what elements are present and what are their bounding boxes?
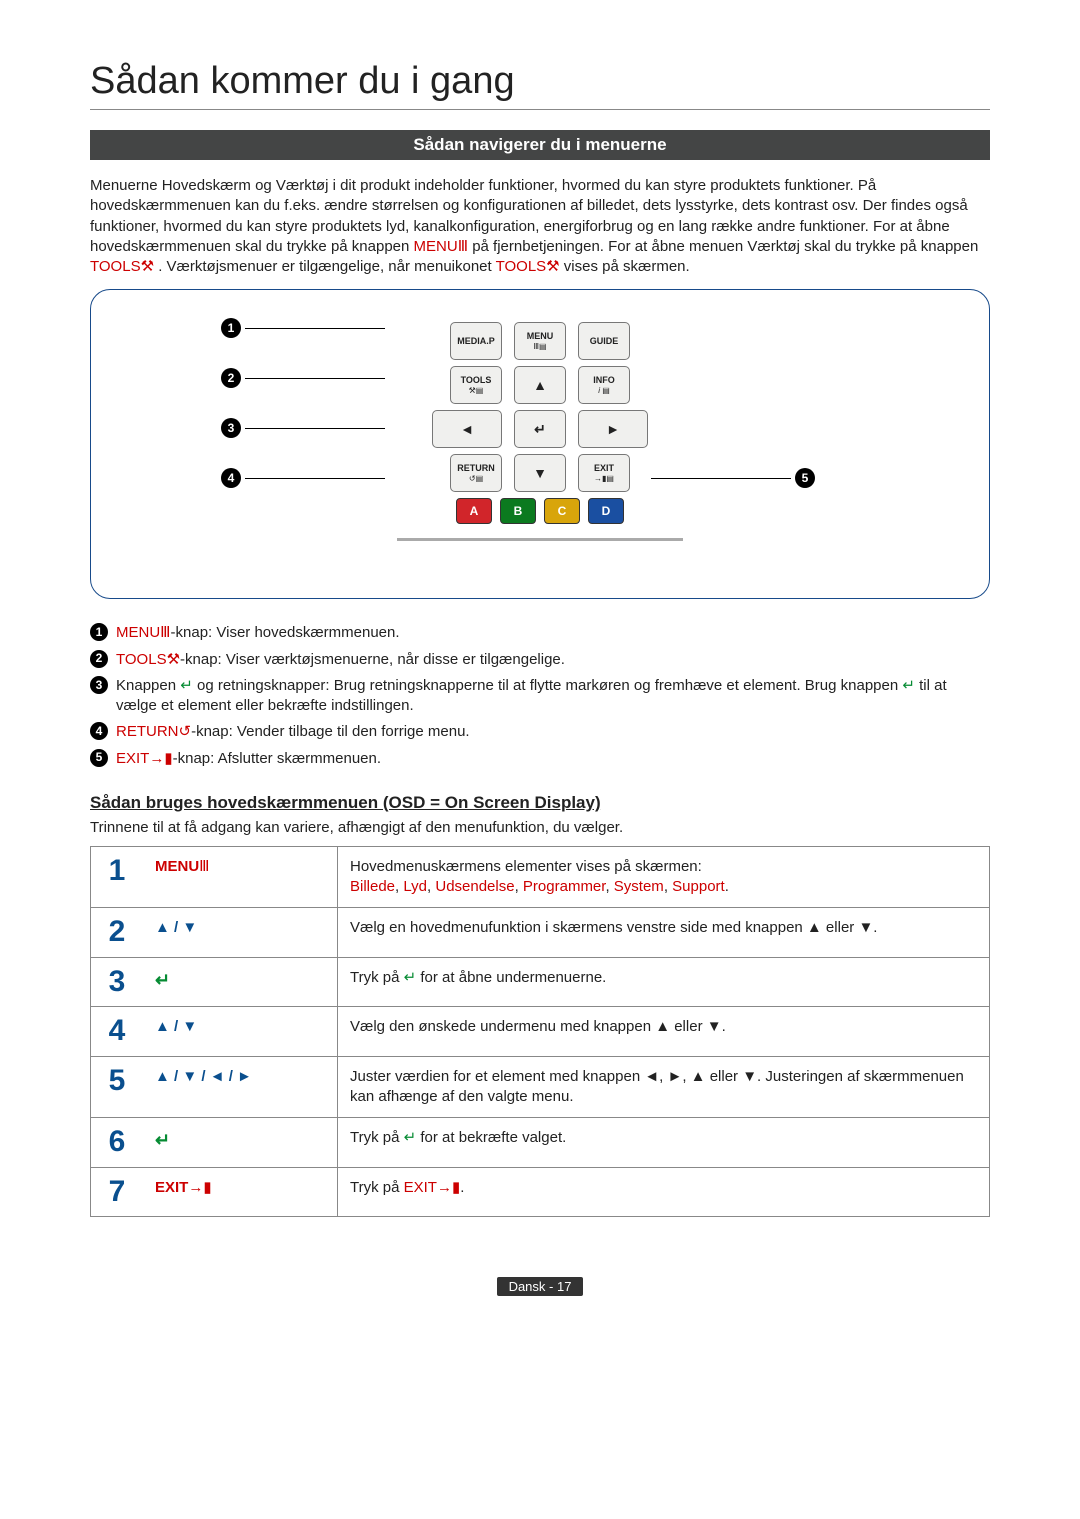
step-description: Tryk på ↵ for at bekræfte valget. (338, 1118, 990, 1168)
callout-1: 1 (221, 318, 385, 338)
subsection-note: Trinnene til at få adgang kan variere, a… (90, 819, 990, 836)
step-description: Tryk på EXIT→▮. (338, 1167, 990, 1217)
step-row: 2▲ / ▼Vælg en hovedmenufunktion i skærme… (91, 908, 990, 958)
legend-item-4: 4 RETURN↺-knap: Vender tilbage til den f… (90, 722, 990, 742)
exit-button: EXIT→▮▤ (578, 454, 630, 492)
page-number-badge: Dansk - 17 (497, 1277, 584, 1296)
step-number: 1 (91, 846, 144, 908)
page-title: Sådan kommer du i gang (90, 60, 990, 110)
step-key: ↵ (143, 957, 338, 1007)
legend-item-5: 5 EXIT→▮-knap: Afslutter skærmmenuen. (90, 749, 990, 769)
step-row: 1MENUⅢHovedmenuskærmens elementer vises … (91, 846, 990, 908)
step-number: 2 (91, 908, 144, 958)
section-heading: Sådan navigerer du i menuerne (90, 130, 990, 160)
step-description: Hovedmenuskærmens elementer vises på skæ… (338, 846, 990, 908)
guide-button: GUIDE (578, 322, 630, 360)
step-row: 7EXIT→▮Tryk på EXIT→▮. (91, 1167, 990, 1217)
step-key: ▲ / ▼ / ◄ / ► (143, 1056, 338, 1118)
step-description: Tryk på ↵ for at åbne undermenuerne. (338, 957, 990, 1007)
steps-table: 1MENUⅢHovedmenuskærmens elementer vises … (90, 846, 990, 1218)
step-number: 4 (91, 1007, 144, 1057)
step-key: ▲ / ▼ (143, 1007, 338, 1057)
tools-keyword: TOOLS⚒ (496, 258, 560, 275)
page-footer: Dansk - 17 (90, 1277, 990, 1296)
step-key: EXIT→▮ (143, 1167, 338, 1217)
tools-button: TOOLS⚒▤ (450, 366, 502, 404)
step-number: 3 (91, 957, 144, 1007)
callout-4: 4 (221, 468, 385, 488)
step-number: 7 (91, 1167, 144, 1217)
intro-paragraph: Menuerne Hovedskærm og Værktøj i dit pro… (90, 176, 990, 277)
color-c-button: C (544, 498, 580, 524)
intro-text: på fjernbetjeningen. For at åbne menuen … (472, 238, 978, 255)
legend-item-3: 3 Knappen ↵ og retningsknapper: Brug ret… (90, 676, 990, 717)
enter-button: ↵ (514, 410, 566, 448)
intro-text: . Værktøjsmenuer er tilgængelige, når me… (158, 258, 495, 275)
menu-button: MENUⅢ▤ (514, 322, 566, 360)
step-row: 5▲ / ▼ / ◄ / ►Juster værdien for et elem… (91, 1056, 990, 1118)
menu-keyword: MENUⅢ (414, 238, 469, 255)
callout-3: 3 (221, 418, 385, 438)
step-row: 6↵Tryk på ↵ for at bekræfte valget. (91, 1118, 990, 1168)
step-number: 5 (91, 1056, 144, 1118)
callout-2: 2 (221, 368, 385, 388)
step-description: Juster værdien for et element med knappe… (338, 1056, 990, 1118)
step-key: ▲ / ▼ (143, 908, 338, 958)
subsection-heading: Sådan bruges hovedskærmmenuen (OSD = On … (90, 793, 990, 813)
remote-diagram: 1 2 3 4 5 MEDIA.P MENUⅢ▤ GUIDE TOOLS⚒▤ ▲… (90, 289, 990, 599)
step-description: Vælg den ønskede undermenu med knappen ▲… (338, 1007, 990, 1057)
step-row: 3↵Tryk på ↵ for at åbne undermenuerne. (91, 957, 990, 1007)
left-button: ◄ (432, 410, 502, 448)
legend-item-1: 1 MENUⅢ-knap: Viser hovedskærmmenuen. (90, 623, 990, 643)
step-description: Vælg en hovedmenufunktion i skærmens ven… (338, 908, 990, 958)
intro-text: vises på skærmen. (564, 258, 690, 275)
legend-item-2: 2 TOOLS⚒-knap: Viser værktøjsmenuerne, n… (90, 650, 990, 670)
color-d-button: D (588, 498, 624, 524)
tools-keyword: TOOLS⚒ (90, 258, 154, 275)
mediap-button: MEDIA.P (450, 322, 502, 360)
return-button: RETURN↺▤ (450, 454, 502, 492)
step-number: 6 (91, 1118, 144, 1168)
step-key: ↵ (143, 1118, 338, 1168)
legend: 1 MENUⅢ-knap: Viser hovedskærmmenuen. 2 … (90, 623, 990, 769)
step-key: MENUⅢ (143, 846, 338, 908)
info-button: INFOi ▤ (578, 366, 630, 404)
right-button: ► (578, 410, 648, 448)
color-a-button: A (456, 498, 492, 524)
color-b-button: B (500, 498, 536, 524)
up-button: ▲ (514, 366, 566, 404)
down-button: ▼ (514, 454, 566, 492)
step-row: 4▲ / ▼Vælg den ønskede undermenu med kna… (91, 1007, 990, 1057)
